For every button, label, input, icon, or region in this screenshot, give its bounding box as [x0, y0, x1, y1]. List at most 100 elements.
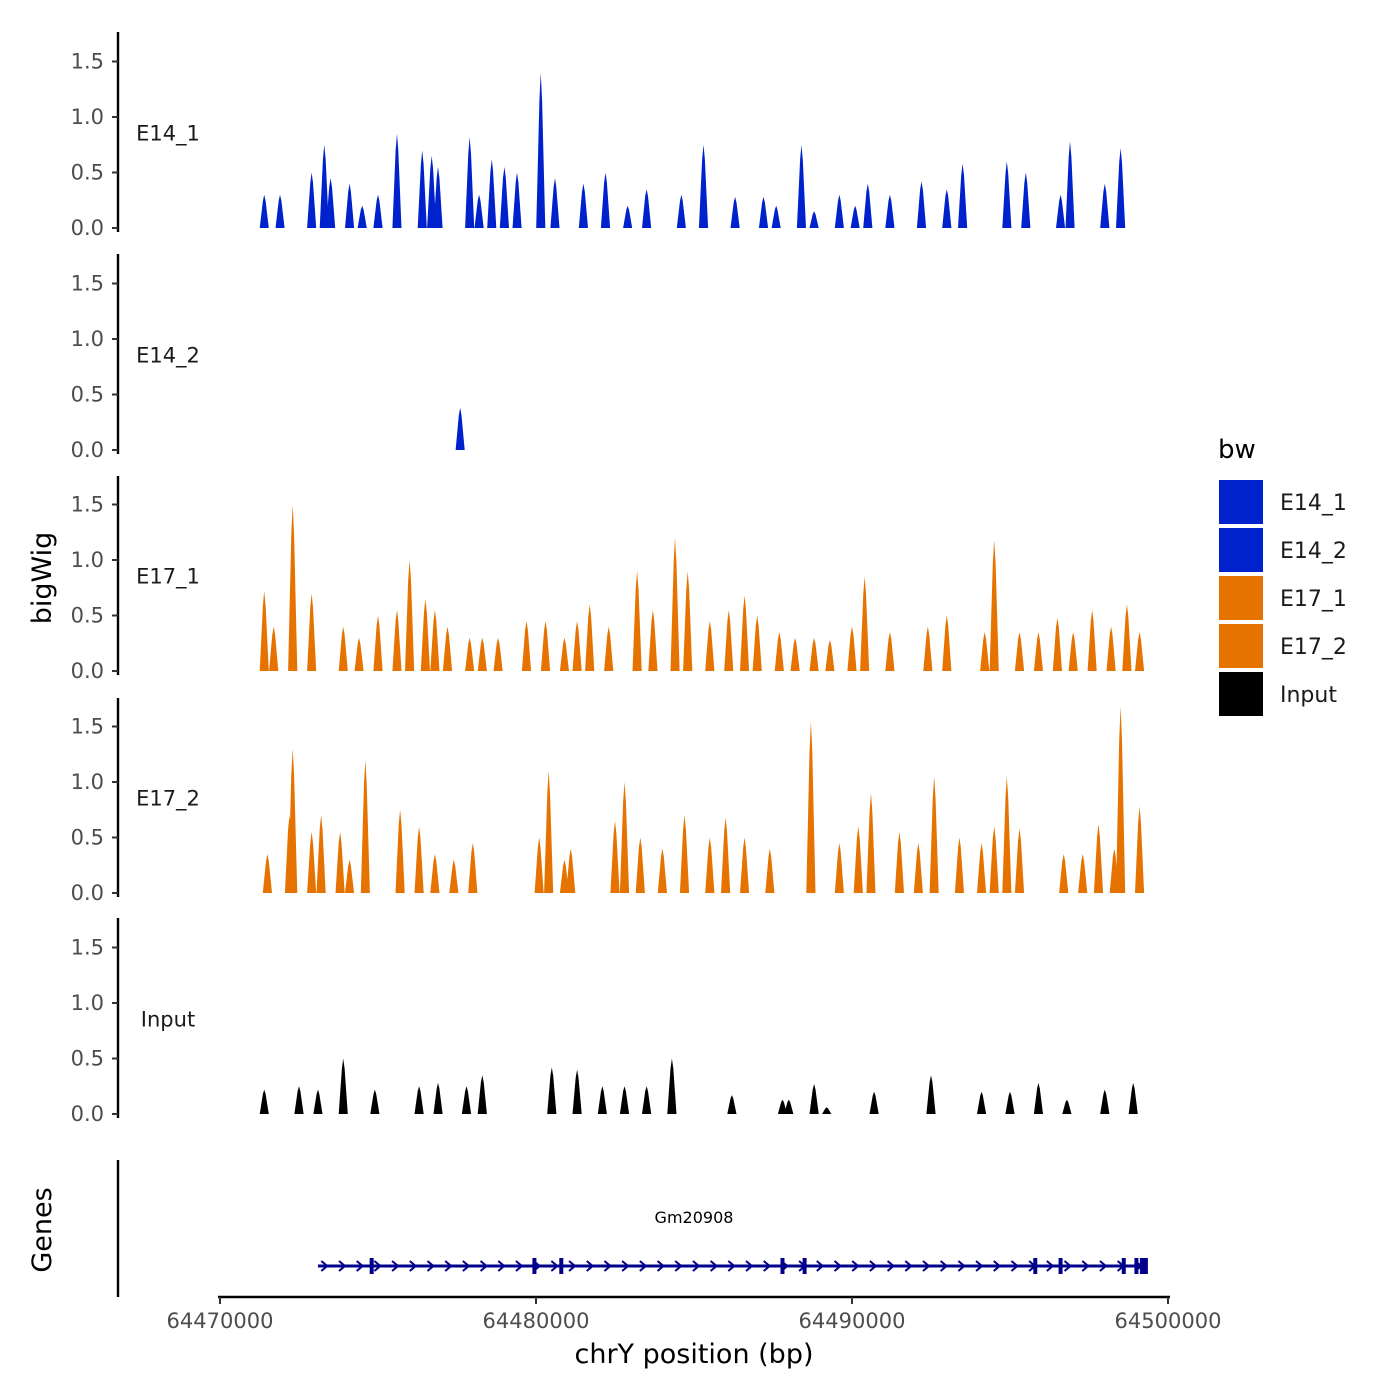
genes-axis-title: Genes	[27, 1187, 58, 1272]
coverage-peak	[825, 639, 835, 671]
y-tick-label: 0.5	[71, 826, 104, 850]
coverage-peak	[777, 1099, 788, 1114]
coverage-peak	[980, 632, 990, 671]
coverage-peak	[923, 626, 933, 671]
coverage-peak	[721, 817, 731, 893]
coverage-peak	[740, 837, 750, 893]
coverage-Input	[259, 1058, 1138, 1114]
coverage-peak	[430, 610, 440, 671]
coverage-peak	[1005, 1091, 1015, 1114]
coverage-peak	[600, 172, 611, 228]
coverage-peak	[307, 593, 317, 671]
strand-arrow	[1046, 1260, 1055, 1272]
coverage-peak	[642, 1086, 652, 1114]
coverage-peak	[989, 540, 999, 671]
coverage-peak	[493, 637, 503, 671]
strand-arrow	[674, 1260, 683, 1272]
coverage-peak	[1068, 632, 1078, 671]
y-tick-label: 1.5	[71, 272, 104, 296]
coverage-peak	[433, 166, 443, 228]
strand-arrow	[904, 1260, 913, 1272]
strand-arrow	[373, 1260, 382, 1272]
strand-arrow	[426, 1260, 436, 1272]
legend-label: E14_1	[1280, 491, 1347, 516]
legend-swatch	[1219, 624, 1263, 668]
track-panel-E17_1: 0.0 0.5 1.0 1.5 E17_1	[71, 476, 1145, 683]
legend-item-Input: Input	[1219, 672, 1337, 716]
strand-arrow	[957, 1260, 966, 1272]
coverage-peak	[326, 178, 336, 228]
legend-item-E14_1: E14_1	[1219, 480, 1347, 524]
coverage-peak	[850, 205, 860, 228]
coverage-peak	[657, 848, 667, 893]
coverage-peak	[894, 832, 904, 893]
y-tick-label: 1.0	[71, 327, 104, 351]
coverage-peak	[319, 144, 329, 228]
coverage-peak	[420, 598, 430, 671]
coverage-peak	[809, 211, 819, 228]
strand-arrow	[745, 1260, 754, 1272]
coverage-peak	[642, 189, 652, 228]
coverage-peak	[430, 854, 440, 893]
coverage-peak	[1135, 806, 1145, 893]
coverage-peak	[559, 637, 569, 671]
coverage-peak	[604, 626, 614, 671]
strand-arrow	[356, 1260, 365, 1272]
coverage-peak	[357, 205, 367, 228]
y-tick-label: 0.5	[71, 161, 104, 185]
strand-arrow	[586, 1260, 595, 1272]
coverage-peak	[1093, 824, 1104, 893]
coverage-peak	[259, 1089, 269, 1114]
x-tick-label: 64470000	[167, 1309, 274, 1333]
coverage-peak	[559, 859, 569, 893]
coverage-peak	[1062, 1099, 1072, 1114]
coverage-peak	[354, 637, 364, 671]
x-tick-label: 64480000	[483, 1309, 590, 1333]
coverage-peak	[869, 1091, 879, 1114]
coverage-peak	[477, 1075, 487, 1114]
coverage-peak	[550, 178, 560, 228]
coverage-peak	[572, 621, 582, 671]
y-tick-label: 1.0	[71, 548, 104, 572]
coverage-peak	[433, 1082, 443, 1114]
coverage-peak	[307, 832, 317, 893]
x-axis-title: chrY position (bp)	[574, 1339, 813, 1370]
coverage-peak	[338, 1058, 348, 1114]
exon	[532, 1258, 537, 1274]
coverage-peak	[623, 205, 633, 228]
coverage-peak	[414, 826, 424, 893]
coverage-peak	[958, 163, 968, 228]
legend-item-E14_2: E14_2	[1219, 528, 1347, 572]
coverage-peak	[1014, 828, 1025, 893]
coverage-peak	[373, 615, 383, 671]
coverage-peak	[1052, 617, 1062, 671]
coverage-peak	[395, 809, 405, 893]
strand-arrow	[922, 1260, 931, 1272]
coverage-peak	[619, 1086, 630, 1114]
coverage-peak	[474, 194, 484, 228]
legend-label: E17_1	[1280, 587, 1347, 612]
legend-swatch	[1219, 528, 1263, 572]
coverage-peak	[667, 1058, 677, 1114]
coverage-peak	[335, 832, 345, 893]
exon	[1121, 1258, 1126, 1274]
strand-arrow	[621, 1260, 630, 1272]
coverage-peak	[417, 150, 427, 228]
coverage-peak	[1135, 632, 1145, 671]
strand-arrow	[515, 1260, 524, 1272]
coverage-peak	[863, 183, 873, 228]
genes-panel: Gm20908	[116, 1160, 1148, 1297]
coverage-peak	[1100, 1089, 1110, 1114]
coverage-peak	[679, 815, 690, 893]
coverage-peak	[521, 621, 532, 671]
coverage-peak	[796, 144, 806, 228]
strand-arrow	[409, 1260, 418, 1272]
strand-arrow	[727, 1260, 736, 1272]
y-tick-label: 0.0	[71, 438, 104, 462]
coverage-peak	[809, 637, 819, 671]
coverage-peak	[860, 576, 870, 671]
y-tick-label: 1.5	[71, 493, 104, 517]
strand-arrow	[603, 1260, 612, 1272]
coverage-peak	[373, 194, 383, 228]
